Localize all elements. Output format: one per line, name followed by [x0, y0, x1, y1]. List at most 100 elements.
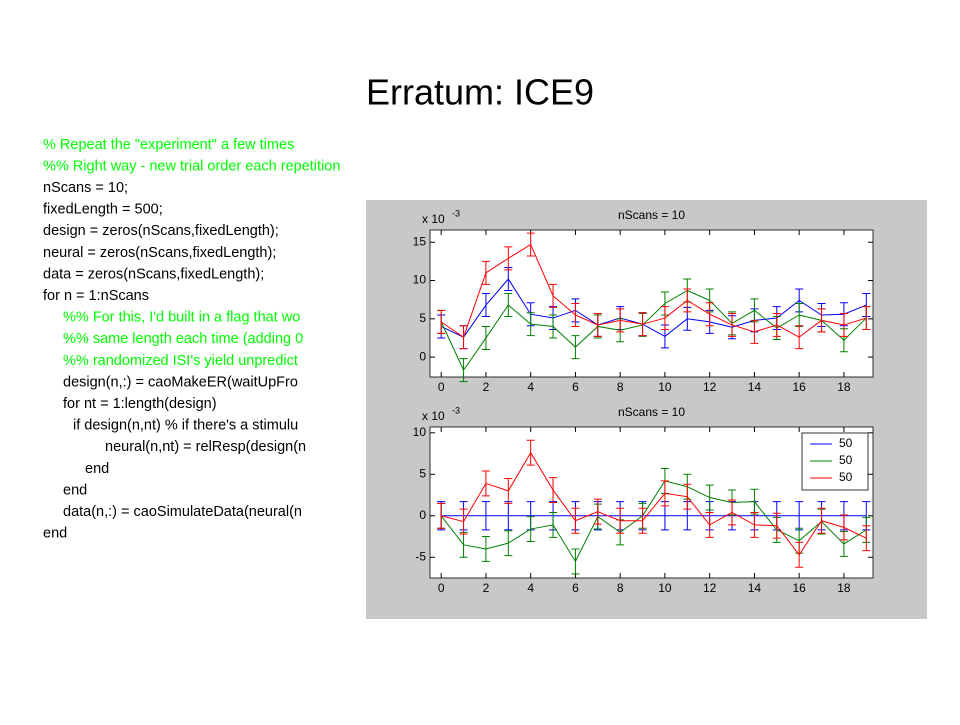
code-line: design = zeros(nScans,fixedLength); — [43, 223, 279, 239]
code-line: %% randomized ISI's yield unpredict — [63, 353, 298, 369]
slide-title: Erratum: ICE9 — [366, 72, 594, 113]
x-tick-label: 12 — [703, 581, 717, 595]
x-tick-label: 12 — [703, 380, 717, 394]
error-bar — [437, 502, 446, 529]
error-bar — [593, 312, 602, 337]
code-line: for nt = 1:length(design) — [63, 396, 217, 412]
error-bar — [437, 309, 446, 334]
y-tick-label: 5 — [419, 311, 426, 325]
y-tick-label: 10 — [413, 273, 427, 287]
error-bar — [549, 314, 558, 339]
y-tick-label: 0 — [419, 349, 426, 363]
error-bar — [705, 484, 714, 511]
plot-area — [429, 229, 874, 378]
error-bar — [683, 483, 692, 510]
error-bar — [481, 470, 490, 497]
error-bar — [526, 439, 535, 466]
x-tick-label: 16 — [792, 581, 806, 595]
error-bar — [481, 293, 490, 318]
chart-title: nScans = 10 — [618, 405, 685, 419]
code-line: fixedLength = 500; — [43, 202, 163, 218]
error-bar — [616, 507, 625, 534]
error-bar — [638, 312, 647, 337]
legend-label: 50 — [839, 470, 853, 484]
error-bar — [705, 511, 714, 538]
error-bar — [839, 312, 848, 337]
error-bar — [526, 516, 535, 542]
x-tick-label: 16 — [792, 380, 806, 394]
y-multiplier-exponent: -3 — [452, 208, 460, 218]
y-tick-label: 10 — [413, 425, 427, 439]
x-tick-label: 6 — [572, 380, 579, 394]
error-bar — [862, 525, 871, 552]
code-line: nScans = 10; — [43, 180, 128, 196]
code-line: %% same length each time (adding 0 — [63, 331, 303, 347]
error-bar — [549, 283, 558, 308]
y-multiplier: x 10 — [422, 212, 445, 226]
x-tick-label: 18 — [837, 581, 851, 595]
code-line: end — [85, 461, 109, 477]
legend-label: 50 — [839, 436, 853, 450]
error-bar — [504, 246, 513, 271]
error-bar — [817, 507, 826, 534]
x-tick-label: 8 — [617, 581, 624, 595]
error-bar — [459, 325, 468, 350]
error-bar — [772, 312, 781, 337]
error-bar — [481, 536, 490, 562]
x-tick-label: 0 — [438, 581, 445, 595]
code-line: data(n,:) = caoSimulateData(neural(n — [63, 504, 302, 520]
error-bar — [750, 319, 759, 344]
code-line: end — [43, 526, 67, 542]
code-line: data = zeros(nScans,fixedLength); — [43, 266, 264, 282]
x-tick-label: 10 — [658, 581, 672, 595]
x-tick-label: 14 — [748, 380, 762, 394]
error-bar — [660, 306, 669, 331]
y-tick-label: -5 — [415, 549, 426, 563]
error-bar — [571, 548, 580, 575]
x-tick-label: 8 — [617, 380, 624, 394]
error-bar — [504, 477, 513, 504]
figure: nScans = 10 x 10 -3 0 5 10 15 0 2 4 6 8 10 12 14 16 18 nS… — [413, 208, 874, 595]
error-bar — [504, 530, 513, 557]
y-multiplier: x 10 — [422, 409, 445, 423]
y-tick-label: 0 — [419, 508, 426, 522]
code-line: neural(n,nt) = relResp(design(n — [105, 439, 306, 455]
x-tick-label: 2 — [483, 581, 490, 595]
error-bar — [817, 308, 826, 333]
x-tick-label: 2 — [483, 380, 490, 394]
error-bar — [481, 325, 490, 350]
series-line — [440, 289, 867, 372]
code-line: if design(n,nt) % if there's a stimulu — [73, 418, 298, 434]
error-bar — [638, 507, 647, 534]
series-line — [440, 243, 867, 338]
error-bar — [549, 511, 558, 538]
error-bar — [839, 514, 848, 541]
error-bar — [526, 232, 535, 257]
legend-label: 50 — [839, 453, 853, 467]
error-bar — [481, 260, 490, 285]
error-bar — [660, 480, 669, 507]
series-line — [440, 480, 867, 563]
error-bar — [616, 308, 625, 333]
code-line: neural = zeros(nScans,fixedLength); — [43, 245, 276, 261]
error-bar — [728, 312, 737, 337]
code-block: % Repeat the "experiment" a few times %% … — [43, 137, 340, 542]
code-line: design(n,:) = caoMakeER(waitUpFro — [63, 374, 298, 390]
error-bar — [593, 498, 602, 525]
x-tick-label: 4 — [527, 581, 534, 595]
error-bar — [481, 501, 490, 531]
error-bar — [549, 477, 558, 503]
code-line: for n = 1:nScans — [43, 288, 149, 304]
y-tick-label: 15 — [413, 234, 427, 248]
code-line: %% Right way - new trial order each repe… — [43, 158, 340, 174]
error-bar — [571, 303, 580, 327]
error-bar — [795, 325, 804, 350]
y-tick-label: 5 — [419, 466, 426, 480]
error-bar — [772, 512, 781, 539]
error-bar — [750, 511, 759, 538]
chart-title: nScans = 10 — [618, 208, 685, 222]
x-tick-label: 10 — [658, 380, 672, 394]
error-bar — [571, 335, 580, 360]
error-bar — [504, 293, 513, 318]
